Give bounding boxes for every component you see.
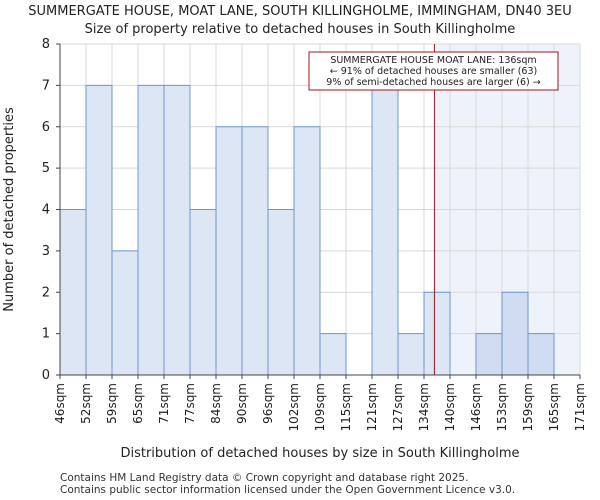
x-tick-label: 140sqm <box>443 383 457 431</box>
y-tick-label: 7 <box>42 78 50 93</box>
attribution-line-2: Contains public sector information licen… <box>60 484 516 496</box>
x-tick-label: 153sqm <box>495 383 509 431</box>
y-tick-label: 4 <box>42 203 50 218</box>
x-tick-label: 84sqm <box>209 383 223 424</box>
attribution-footer: Contains HM Land Registry data © Crown c… <box>60 472 515 496</box>
chart-subtitle: Size of property relative to detached ho… <box>84 22 516 37</box>
x-tick-label: 65sqm <box>131 383 145 424</box>
y-tick-label: 0 <box>42 368 50 383</box>
x-tick-label: 109sqm <box>313 383 327 431</box>
histogram-bar <box>215 126 243 376</box>
x-tick-label: 127sqm <box>391 383 405 431</box>
x-tick-label: 46sqm <box>53 383 67 424</box>
histogram-bar <box>319 333 347 376</box>
histogram-bar <box>501 291 529 376</box>
histogram-bar <box>163 84 191 376</box>
y-axis-title: Number of detached properties <box>2 107 17 312</box>
annotation-box <box>308 51 559 91</box>
x-tick-label: 90sqm <box>235 383 249 424</box>
histogram-bar <box>293 126 321 376</box>
histogram-bar <box>397 333 425 376</box>
x-tick-label: 171sqm <box>573 383 587 431</box>
annotation-line: 9% of semi-detached houses are larger (6… <box>326 77 540 88</box>
histogram-bar <box>85 84 113 376</box>
histogram-bar <box>267 209 295 376</box>
histogram-bar <box>137 84 165 376</box>
chart-title-block: SUMMERGATE HOUSE, MOAT LANE, SOUTH KILLI… <box>0 0 600 39</box>
y-tick-label: 3 <box>42 244 50 259</box>
chart-title: SUMMERGATE HOUSE, MOAT LANE, SOUTH KILLI… <box>28 4 572 19</box>
x-tick-label: 121sqm <box>365 383 379 431</box>
x-tick-label: 146sqm <box>469 383 483 431</box>
y-tick-label: 1 <box>42 327 50 342</box>
annotation-line: SUMMERGATE HOUSE MOAT LANE: 136sqm <box>330 55 536 66</box>
histogram-chart: 0 1 2 3 4 5 6 7 8 46sqm 52sqm 59sqm 65sqm 71sqm 77sqm 8… <box>2 37 587 461</box>
histogram-bar <box>59 209 87 376</box>
x-tick-label: 59sqm <box>105 383 119 424</box>
histogram-bar <box>371 84 399 376</box>
histogram-bar <box>189 209 217 376</box>
y-tick-label: 2 <box>42 285 50 300</box>
histogram-bar <box>241 126 269 376</box>
x-tick-label: 96sqm <box>261 383 275 424</box>
histogram-bar <box>111 250 139 376</box>
x-tick-label: 102sqm <box>287 383 301 431</box>
annotation-line: ← 91% of detached houses are smaller (63… <box>330 66 537 77</box>
x-tick-label: 71sqm <box>157 383 171 424</box>
y-tick-label: 5 <box>42 161 50 176</box>
histogram-bar <box>527 333 555 376</box>
histogram-bar <box>475 333 503 376</box>
x-tick-label: 115sqm <box>339 383 353 431</box>
x-tick-label: 165sqm <box>547 383 561 431</box>
x-tick-label: 52sqm <box>79 383 93 424</box>
x-axis-title: Distribution of detached houses by size … <box>120 446 519 461</box>
y-tick-label: 6 <box>42 120 50 135</box>
y-tick-label: 8 <box>42 37 50 52</box>
x-tick-label: 77sqm <box>183 383 197 424</box>
attribution-line-1: Contains HM Land Registry data © Crown c… <box>60 472 469 484</box>
histogram-bar <box>423 291 451 376</box>
x-tick-label: 134sqm <box>417 383 431 431</box>
x-tick-label: 159sqm <box>521 383 535 431</box>
